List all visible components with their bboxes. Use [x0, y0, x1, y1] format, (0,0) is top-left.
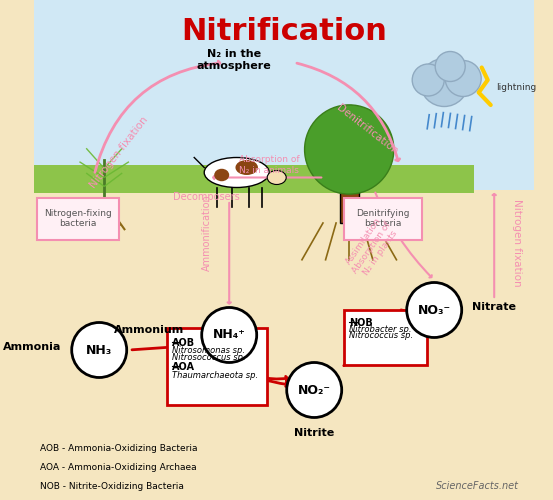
Text: Denitrification: Denitrification [334, 103, 399, 157]
Circle shape [286, 362, 342, 418]
Text: AOA - Ammonia-Oxidizing Archaea: AOA - Ammonia-Oxidizing Archaea [40, 463, 197, 472]
Text: Nitrosomonas sp.: Nitrosomonas sp. [171, 346, 245, 355]
FancyBboxPatch shape [344, 310, 427, 365]
Ellipse shape [204, 158, 269, 188]
Text: Ammonium: Ammonium [114, 325, 184, 335]
Circle shape [445, 60, 481, 96]
Polygon shape [86, 148, 104, 169]
Ellipse shape [267, 170, 286, 184]
FancyBboxPatch shape [340, 160, 359, 223]
Text: AOB - Ammonia-Oxidizing Bacteria: AOB - Ammonia-Oxidizing Bacteria [40, 444, 198, 453]
FancyBboxPatch shape [34, 165, 474, 192]
Text: ScienceFacts.net: ScienceFacts.net [436, 481, 519, 491]
Text: lightning: lightning [495, 83, 536, 92]
Polygon shape [86, 173, 104, 186]
Polygon shape [104, 162, 129, 178]
Circle shape [202, 308, 257, 362]
FancyBboxPatch shape [166, 328, 267, 405]
Text: AOB: AOB [171, 338, 195, 347]
Text: N₂ in the
atmosphere: N₂ in the atmosphere [197, 49, 272, 71]
Text: Nitrogen-fixing
bacteria: Nitrogen-fixing bacteria [44, 209, 112, 229]
FancyBboxPatch shape [36, 198, 119, 240]
Text: NOB - Nitrite-Oxidizing Bacteria: NOB - Nitrite-Oxidizing Bacteria [40, 482, 184, 491]
Text: NOB: NOB [349, 318, 373, 328]
Polygon shape [104, 148, 122, 169]
Circle shape [406, 282, 462, 338]
Text: Nitrogen fixation: Nitrogen fixation [512, 198, 521, 286]
Circle shape [72, 322, 127, 378]
Text: AOA: AOA [171, 362, 195, 372]
Text: Nitrosococcus sp.: Nitrosococcus sp. [171, 353, 246, 362]
Text: Assimilation
Absorption of
N₂ in plants: Assimilation Absorption of N₂ in plants [342, 214, 401, 281]
Text: Denitrifying
bacteria: Denitrifying bacteria [356, 209, 409, 229]
Text: Ammonification: Ammonification [202, 194, 212, 271]
Polygon shape [104, 173, 122, 186]
Text: Thaumarchaeota sp.: Thaumarchaeota sp. [171, 371, 258, 380]
FancyBboxPatch shape [34, 0, 534, 190]
Text: Nitrogen fixation: Nitrogen fixation [88, 115, 150, 190]
Text: Nitrate: Nitrate [472, 302, 516, 312]
Text: NO₃⁻: NO₃⁻ [418, 304, 451, 316]
FancyBboxPatch shape [344, 198, 422, 240]
Text: NH₃: NH₃ [86, 344, 112, 356]
Ellipse shape [214, 169, 229, 181]
Text: NH₄⁺: NH₄⁺ [213, 328, 246, 342]
Text: Nitrobacter sp.: Nitrobacter sp. [349, 325, 411, 334]
Text: Nitrococcus sp.: Nitrococcus sp. [349, 332, 413, 340]
Circle shape [412, 64, 444, 96]
FancyBboxPatch shape [34, 190, 534, 500]
Text: Nitrification: Nitrification [181, 18, 387, 46]
Text: NO₂⁻: NO₂⁻ [298, 384, 331, 396]
Circle shape [435, 52, 465, 82]
Circle shape [305, 105, 394, 194]
Text: Ammonia: Ammonia [3, 342, 62, 352]
Text: Nitrite: Nitrite [294, 428, 335, 438]
Text: Decomposers: Decomposers [173, 192, 240, 202]
Text: Absorption of
N₂ in animals: Absorption of N₂ in animals [239, 156, 300, 174]
Ellipse shape [236, 160, 258, 175]
Polygon shape [80, 162, 104, 178]
Circle shape [420, 58, 468, 106]
